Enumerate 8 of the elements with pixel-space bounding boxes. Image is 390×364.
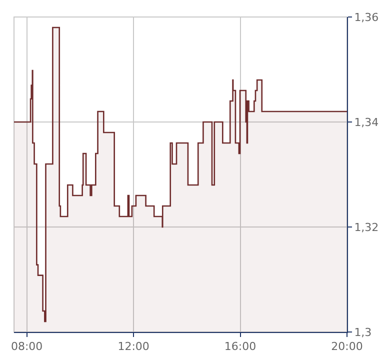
x-tick-label: 08:00	[10, 340, 43, 354]
y-tick-label: 1,34	[354, 116, 379, 129]
y-tick-label: 1,32	[354, 220, 379, 234]
x-tick-label: 20:00	[331, 340, 363, 354]
y-tick-label: 1,3	[354, 326, 372, 339]
y-tick-label: 1,36	[354, 10, 379, 24]
x-tick-label: 12:00	[118, 340, 150, 354]
x-tick-label: 16:00	[224, 340, 256, 354]
